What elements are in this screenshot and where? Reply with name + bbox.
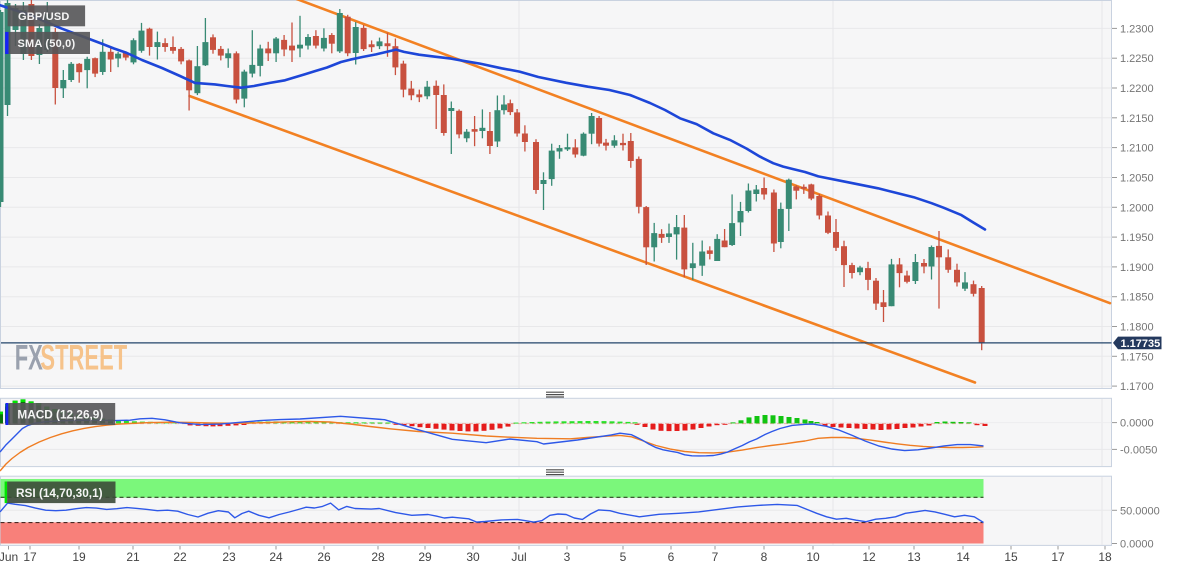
svg-text:13: 13: [907, 550, 921, 564]
svg-text:Jul: Jul: [511, 550, 526, 564]
svg-text:1.1900: 1.1900: [1120, 262, 1154, 274]
svg-text:1.2000: 1.2000: [1120, 202, 1154, 214]
svg-text:GBP/USD: GBP/USD: [18, 11, 70, 23]
svg-text:STREET: STREET: [40, 338, 127, 378]
svg-text:29: 29: [418, 550, 432, 564]
svg-text:26: 26: [317, 550, 331, 564]
svg-text:1.2250: 1.2250: [1120, 53, 1154, 65]
svg-text:1.2100: 1.2100: [1120, 143, 1154, 155]
svg-text:1.1700: 1.1700: [1120, 381, 1154, 393]
svg-text:1.2150: 1.2150: [1120, 113, 1154, 125]
svg-text:24: 24: [269, 550, 283, 564]
svg-text:5: 5: [620, 550, 627, 564]
svg-text:1.1800: 1.1800: [1120, 322, 1154, 334]
svg-text:17: 17: [1051, 550, 1065, 564]
svg-text:18: 18: [1098, 550, 1112, 564]
svg-text:1.2200: 1.2200: [1120, 83, 1154, 95]
svg-text:14: 14: [956, 550, 970, 564]
svg-text:1.2300: 1.2300: [1120, 23, 1154, 35]
svg-text:0.0000: 0.0000: [1120, 539, 1154, 551]
svg-text:MACD (12,26,9): MACD (12,26,9): [17, 408, 103, 422]
svg-text:1.2050: 1.2050: [1120, 173, 1154, 185]
svg-text:1.1850: 1.1850: [1120, 292, 1154, 304]
svg-text:28: 28: [371, 550, 385, 564]
svg-text:-0.0050: -0.0050: [1120, 444, 1157, 456]
svg-text:30: 30: [466, 550, 480, 564]
svg-text:23: 23: [222, 550, 236, 564]
svg-text:3: 3: [564, 550, 571, 564]
svg-text:1.1950: 1.1950: [1120, 232, 1154, 244]
svg-text:RSI (14,70,30,1): RSI (14,70,30,1): [16, 486, 103, 500]
svg-text:17: 17: [23, 550, 37, 564]
svg-text:FX: FX: [15, 338, 43, 378]
svg-text:0.0000: 0.0000: [1120, 418, 1154, 430]
svg-text:50.0000: 50.0000: [1120, 505, 1160, 517]
svg-text:12: 12: [862, 550, 876, 564]
svg-text:22: 22: [173, 550, 187, 564]
svg-text:Jun: Jun: [0, 550, 18, 564]
svg-text:10: 10: [806, 550, 820, 564]
svg-text:SMA (50,0): SMA (50,0): [18, 38, 76, 50]
svg-text:6: 6: [668, 550, 675, 564]
svg-text:7: 7: [712, 550, 719, 564]
svg-text:21: 21: [126, 550, 140, 564]
svg-text:15: 15: [1004, 550, 1018, 564]
svg-text:8: 8: [761, 550, 768, 564]
svg-text:19: 19: [72, 550, 86, 564]
svg-text:1.17735: 1.17735: [1121, 338, 1161, 350]
svg-text:1.1750: 1.1750: [1120, 351, 1154, 363]
